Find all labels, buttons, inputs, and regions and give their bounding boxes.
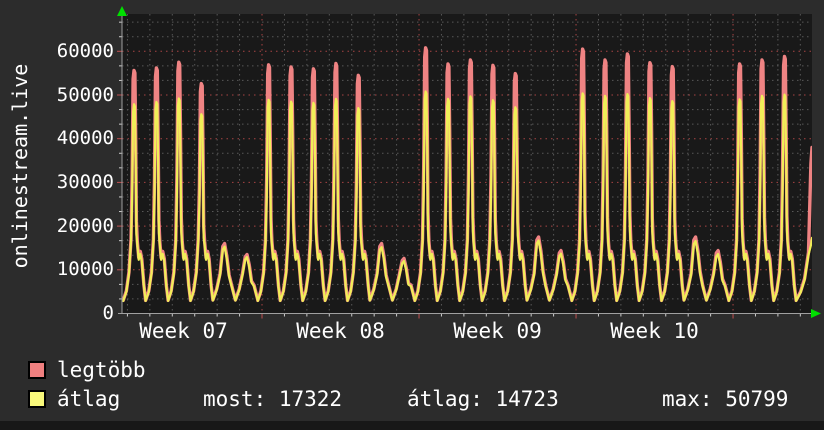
y-tick-label: 20000 — [56, 214, 114, 237]
x-axis-arrow-icon — [811, 309, 821, 318]
y-tick-label: 10000 — [56, 258, 114, 281]
stat-atlag: átlag: 14723 — [407, 387, 559, 411]
x-tick-label: Week 08 — [296, 319, 385, 343]
y-tick-label: 0 — [102, 302, 114, 324]
stat-max: max: 50799 — [662, 387, 789, 411]
legend-label-legtobb: legtöbb — [57, 358, 146, 382]
y-tick-label: 30000 — [56, 170, 114, 193]
legend-swatch-atlag — [28, 390, 46, 408]
x-tick-label: Week 10 — [610, 319, 699, 343]
y-tick-label: 40000 — [56, 127, 114, 150]
y-tick-label: 50000 — [56, 83, 114, 106]
stat-most: most: 17322 — [203, 387, 343, 411]
y-axis-arrow-icon — [117, 6, 127, 16]
legend-label-atlag: átlag — [57, 387, 121, 411]
legend-swatch-legtobb — [28, 361, 46, 379]
x-tick-label: Week 09 — [453, 319, 542, 343]
bottom-border-strip — [0, 421, 824, 430]
x-tick-label: Week 07 — [139, 319, 228, 343]
y-tick-label: 60000 — [56, 39, 114, 62]
series-line-atlag — [122, 90, 812, 302]
